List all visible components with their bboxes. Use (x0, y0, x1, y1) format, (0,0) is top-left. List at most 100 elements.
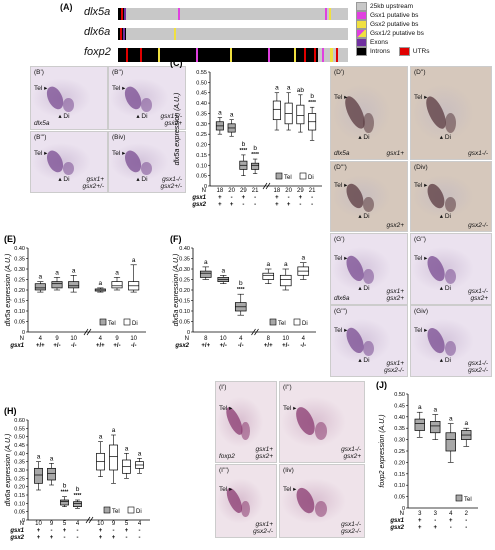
stain-region (444, 113, 456, 134)
significance-letter: a (115, 269, 119, 276)
y-axis-label: foxp2 expression (A.U.) (379, 414, 386, 487)
stain-region (315, 501, 328, 517)
photo-g4: (Giv) gsx1-/- gsx2-/- Tel ▸ ▴ Di (410, 305, 492, 377)
y-tick-label: 0.25 (14, 476, 25, 482)
n-value: 18 (217, 188, 224, 194)
y-tick-label: 0.10 (14, 501, 25, 507)
y-tick-label: 0.20 (14, 288, 25, 294)
significance-letter: a (112, 427, 116, 434)
photo-genotype-label: gsx1+ gsx2-/- (384, 360, 404, 374)
y-tick-label: 0.30 (179, 267, 190, 273)
y-tick-label: 0.20 (179, 288, 190, 294)
photo-i2: (I'') gsx1-/- gsx2+ Tel ▸ (279, 381, 365, 463)
significance-letter: a (301, 255, 305, 262)
box-tel (430, 421, 441, 434)
row-label: gsx2 (174, 343, 189, 349)
y-tick-label: 0.25 (394, 449, 405, 455)
box-tel (34, 283, 46, 291)
genotype-gsx1: - (113, 528, 115, 534)
genotype-gsx2: - (254, 202, 256, 208)
photo-d4: (Div) gsx2-/- Tel ▸ ▴ Di (410, 161, 492, 232)
photo-label: (Giv) (414, 308, 429, 315)
photo-genotype-label: gsx2+ (386, 222, 404, 229)
photo-genotype-label: gsx1+ gsx2+/- (82, 176, 105, 190)
photo-label: (G''') (334, 308, 348, 315)
genotype-gsx2: - (311, 202, 313, 208)
significance-letter: a (99, 280, 103, 287)
n-value: 4 (302, 336, 306, 342)
row-label: gsx2 (389, 525, 404, 531)
y-tick-label: 0.15 (14, 493, 25, 499)
n-value: 29 (297, 188, 304, 194)
significance-letter: a (125, 445, 129, 452)
y-tick-label: 0.05 (196, 174, 207, 180)
legend-swatch (269, 318, 277, 326)
photo-label: (D''') (334, 164, 347, 171)
n-value: 10 (282, 336, 289, 342)
genotype-gsx1: +/- (282, 343, 289, 349)
tel-label: Tel ▸ (334, 182, 348, 190)
genotype-gsx2: - (77, 535, 79, 541)
tel-label: Tel ▸ (219, 405, 233, 413)
photo-gene-label: dlx5a (34, 120, 50, 127)
y-tick-label: 0.10 (179, 309, 190, 315)
photo-g2: (G'') gsx1-/- gsx2+ Tel ▸ ▴ Di (410, 233, 492, 305)
genotype-gsx2: + (287, 202, 291, 208)
di-label: ▴ Di (439, 357, 452, 365)
genotype-gsx1: +/- (113, 343, 120, 349)
genotype-gsx1: +/+ (96, 343, 105, 349)
significance-letter: a (287, 85, 291, 92)
stain-region (444, 196, 456, 212)
box-tel (51, 281, 63, 289)
legend-label: Tel (284, 175, 292, 181)
axis-break (85, 516, 91, 524)
axis-break (254, 328, 259, 336)
genotype-gsx1: - (231, 195, 233, 201)
box-tel (68, 281, 80, 289)
genotype-gsx2: + (433, 525, 437, 531)
y-tick-label: 0.30 (14, 468, 25, 474)
y-tick-label: 0.20 (14, 485, 25, 491)
n-value: 4 (39, 336, 43, 342)
n-value: 10 (97, 521, 104, 527)
photo-genotype-label: gsx1-/- gsx2+/- (160, 176, 183, 190)
y-tick-label: 0.50 (394, 392, 405, 398)
y-tick-label: 0.15 (394, 472, 405, 478)
significance-letter: b (76, 486, 80, 493)
genotype-gsx1: - (254, 195, 256, 201)
box-di (296, 104, 305, 125)
significance-letter: b (253, 145, 257, 152)
box-di (111, 281, 123, 289)
panel-label: (F) (170, 234, 182, 244)
y-tick-label: 0 (187, 330, 190, 336)
box-di (272, 100, 281, 121)
y-tick-label: 0.30 (196, 122, 207, 128)
photo-genotype-label: gsx1-/- gsx2-/- (341, 521, 361, 535)
y-tick-label: 0.25 (14, 278, 25, 284)
panel-a-label: (A) (60, 2, 73, 12)
y-tick-label: 0.40 (14, 451, 25, 457)
y-axis-label: dlx5a expression (A.U.) (5, 254, 12, 327)
y-tick-label: 0.45 (196, 91, 207, 97)
n-value: 20 (228, 188, 235, 194)
n-value: 3 (418, 511, 422, 517)
y-tick-label: 0.15 (179, 299, 190, 305)
significance-letter: a (99, 434, 103, 441)
photo-label: (Biv) (112, 134, 126, 141)
n-value: 3 (434, 511, 438, 517)
genotype-gsx2: + (230, 202, 234, 208)
y-tick-label: 0.35 (179, 257, 190, 263)
photo-b1: (B') dlx5a Tel ▸ ▴ Di (30, 66, 108, 130)
n-value: 9 (112, 521, 116, 527)
photo-label: (Iiv) (283, 467, 294, 474)
y-tick-label: 0.05 (394, 495, 405, 501)
di-label: ▴ Di (358, 285, 370, 293)
box-di (262, 272, 275, 280)
y-tick-label: 0.35 (394, 426, 405, 432)
n-value: 10 (220, 336, 227, 342)
legend-label: Di (132, 321, 138, 327)
track-foxp2 (118, 48, 348, 62)
row-label: N (202, 188, 206, 194)
